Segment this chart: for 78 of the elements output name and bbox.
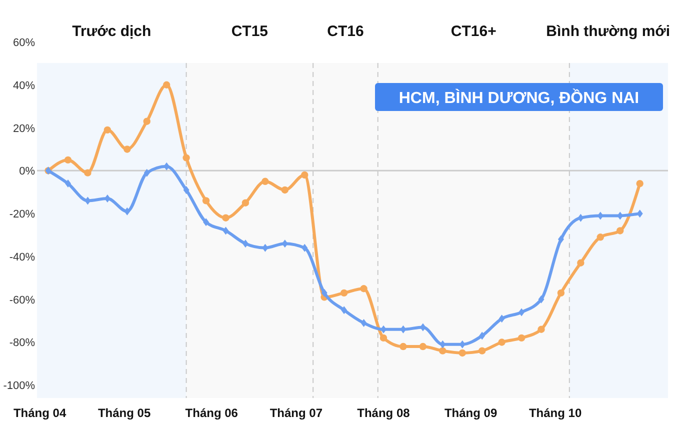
point (262, 244, 268, 252)
point (400, 342, 407, 350)
point (144, 168, 150, 177)
x-tick-label: Tháng 09 (444, 406, 498, 420)
point (439, 347, 446, 354)
y-tick-label: -20% (9, 208, 36, 221)
point (222, 214, 230, 222)
point (577, 259, 584, 266)
point (636, 180, 644, 188)
point (321, 288, 328, 297)
point (498, 314, 505, 323)
point (458, 349, 466, 357)
point (558, 235, 564, 244)
point (182, 154, 190, 162)
point (636, 210, 643, 218)
point (104, 126, 112, 134)
point (557, 289, 565, 297)
point (518, 308, 525, 316)
band-label: Trước dịch (72, 23, 152, 40)
y-tick-label: -60% (9, 294, 36, 306)
y-tick-label: 60% (12, 37, 36, 49)
band-label: CT15 (231, 23, 268, 40)
x-tick-label: Tháng 05 (98, 406, 151, 420)
x-tick-label: Tháng 06 (185, 406, 238, 420)
y-tick-label: 0% (19, 166, 36, 178)
point (360, 318, 367, 327)
annotation: HCM, BÌNH DƯƠNG, ĐỒNG NAI (398, 88, 640, 107)
point (164, 162, 170, 170)
point (596, 234, 604, 241)
point (440, 340, 446, 348)
band-label: Bình thường mới (546, 23, 670, 40)
point (282, 240, 288, 248)
point (302, 244, 308, 252)
point (242, 199, 250, 206)
point (281, 186, 288, 194)
x-tick-label: Tháng 10 (528, 406, 582, 420)
point (479, 332, 486, 340)
point (162, 81, 170, 88)
point (578, 214, 584, 222)
point (222, 226, 229, 235)
point (538, 295, 544, 304)
point (538, 326, 545, 333)
point (518, 334, 526, 342)
point (617, 212, 624, 220)
y-tick-label: -40% (9, 251, 36, 264)
point (202, 197, 210, 204)
point (183, 186, 190, 194)
point (459, 340, 466, 348)
point (124, 207, 130, 216)
y-tick-label: -100% (3, 380, 36, 392)
point (498, 338, 506, 346)
point (341, 306, 348, 314)
point (262, 178, 269, 185)
point (124, 146, 131, 153)
point (301, 171, 308, 179)
point (84, 169, 92, 176)
y-tick-label: 40% (12, 80, 36, 92)
band-label: CT16+ (450, 23, 497, 40)
x-tick-label: Tháng 07 (270, 406, 323, 420)
y-tick-label: -80% (9, 337, 36, 350)
point (84, 196, 91, 205)
point (143, 118, 150, 125)
point (616, 227, 624, 234)
point (203, 218, 210, 226)
point (360, 285, 368, 292)
x-tick-label: Tháng 04 (13, 406, 66, 420)
point (64, 156, 72, 164)
point (419, 342, 427, 350)
x-tick-label: Tháng 08 (357, 406, 410, 420)
point (340, 289, 348, 297)
point (380, 334, 388, 342)
point (400, 325, 406, 334)
point (478, 347, 486, 354)
y-tick-label: 20% (12, 122, 36, 135)
point (104, 194, 110, 203)
point (64, 180, 71, 188)
band-label: CT16 (327, 23, 364, 40)
point (242, 240, 248, 248)
